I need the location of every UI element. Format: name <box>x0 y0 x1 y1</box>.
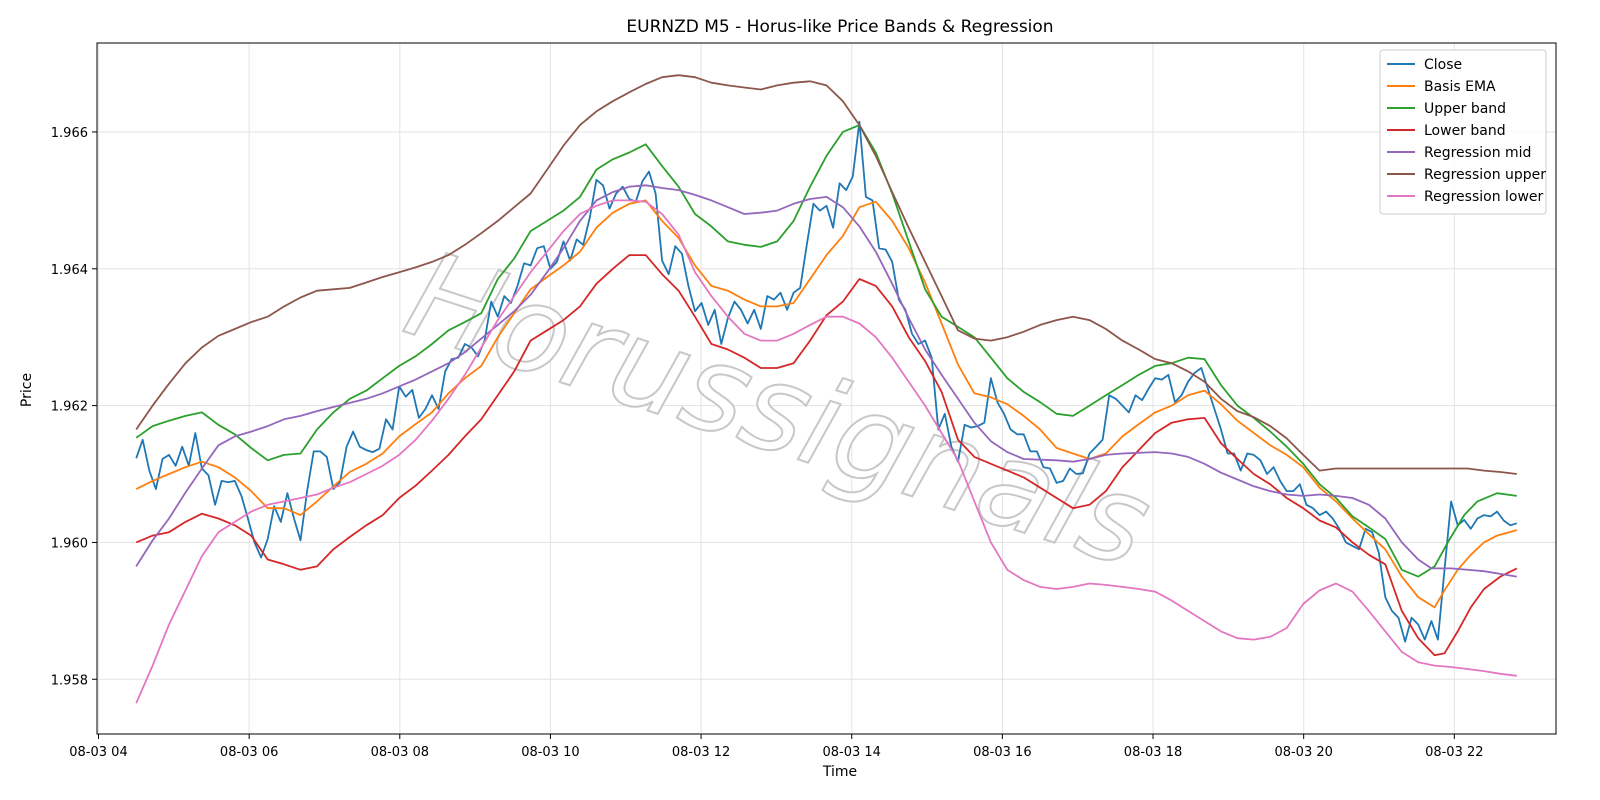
series-line-upper-band <box>135 124 1517 578</box>
legend-label: Upper band <box>1424 101 1506 117</box>
y-tick-label: 1.960 <box>51 536 88 551</box>
grid <box>97 43 1556 734</box>
x-tick-label: 08-03 04 <box>69 745 127 760</box>
series-line-lower-band <box>135 254 1518 657</box>
series-line-regression-upper <box>135 74 1517 475</box>
y-tick-label: 1.964 <box>51 263 88 278</box>
x-axis-ticks: 08-03 04 08-03 06 08-03 08 08-03 10 08-03 12… <box>69 734 1484 760</box>
series-line-basis-ema <box>135 199 1518 609</box>
legend-label: Lower band <box>1424 123 1506 139</box>
x-tick-label: 08-03 16 <box>973 745 1031 760</box>
x-tick-label: 08-03 06 <box>220 745 278 760</box>
x-tick-label: 08-03 22 <box>1425 745 1483 760</box>
legend-label: Close <box>1424 57 1462 73</box>
x-tick-label: 08-03 14 <box>823 745 881 760</box>
plot-frame <box>96 42 1557 735</box>
chart-title: EURNZD M5 - Horus-like Price Bands & Reg… <box>626 17 1053 37</box>
legend-label: Basis EMA <box>1424 79 1496 95</box>
x-tick-label: 08-03 08 <box>371 745 429 760</box>
x-tick-label: 08-03 20 <box>1274 745 1332 760</box>
series-line-regression-lower <box>135 199 1517 704</box>
x-tick-label: 08-03 10 <box>521 745 579 760</box>
y-tick-label: 1.962 <box>51 400 88 415</box>
x-axis-label: Time <box>822 764 857 780</box>
y-axis-ticks: 1.958 1.960 1.962 1.964 1.966 <box>51 126 97 688</box>
legend-label: Regression mid <box>1424 145 1531 161</box>
y-tick-label: 1.958 <box>51 673 88 688</box>
legend: Close Basis EMA Upper band Lower band Regres… <box>1379 49 1547 215</box>
series-line-regression-mid <box>135 184 1517 578</box>
legend-label: Regression upper <box>1424 167 1546 183</box>
y-axis-label: Price <box>19 373 35 407</box>
x-tick-label: 08-03 18 <box>1124 745 1182 760</box>
series-lines <box>135 74 1518 704</box>
series-line-close <box>135 120 1518 643</box>
legend-box <box>1379 49 1547 215</box>
x-tick-label: 08-03 12 <box>672 745 730 760</box>
legend-label: Regression lower <box>1424 189 1544 205</box>
y-tick-label: 1.966 <box>51 126 88 141</box>
